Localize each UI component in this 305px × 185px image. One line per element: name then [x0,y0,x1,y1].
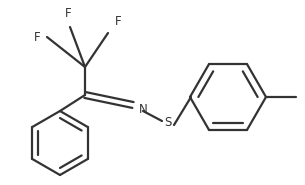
Text: S: S [164,117,172,130]
Text: F: F [115,15,122,28]
Text: N: N [139,102,148,115]
Text: F: F [65,7,71,20]
Text: F: F [33,31,40,43]
